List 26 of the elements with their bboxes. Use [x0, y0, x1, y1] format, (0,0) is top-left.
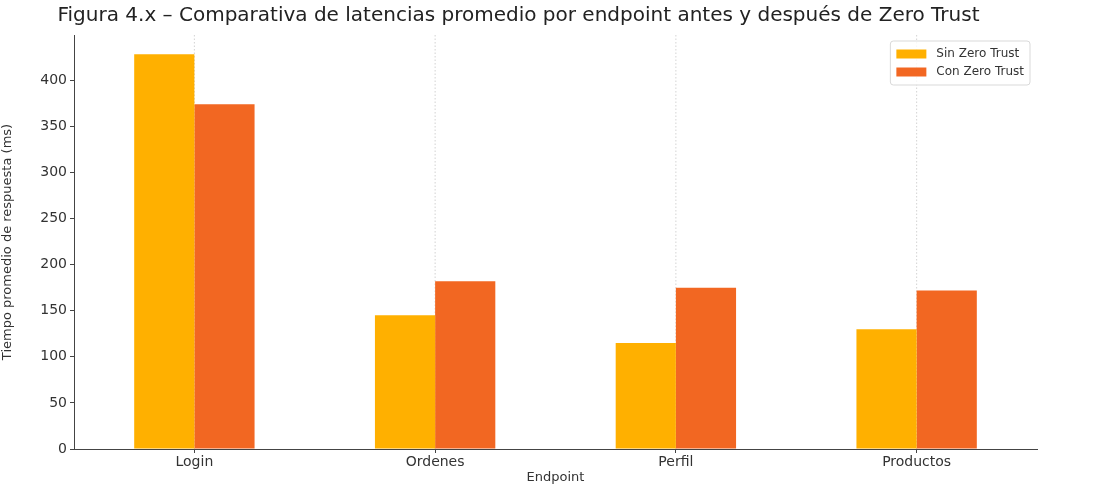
x-tick-label: Ordenes — [405, 453, 465, 470]
y-tick-label: 350 — [40, 116, 67, 133]
y-tick-label: 50 — [49, 393, 67, 410]
y-tick-label: 300 — [40, 163, 67, 180]
y-tick-label: 100 — [40, 347, 67, 364]
y-tick-label: 250 — [40, 209, 67, 226]
y-axis-title: Tiempo promedio de respuesta (ms) — [0, 123, 15, 362]
bar — [856, 329, 917, 449]
chart-title: Figura 4.x – Comparativa de latencias promedio por endpoint antes y después de Zero Trust — [57, 2, 980, 27]
x-axis-title: Endpoint — [526, 468, 585, 484]
y-tick-label: 150 — [40, 301, 67, 318]
bar — [675, 287, 737, 449]
bar — [916, 290, 977, 449]
x-tick-label: Login — [175, 453, 214, 470]
legend-label: Sin Zero Trust — [936, 46, 1020, 61]
y-tick-label: 0 — [58, 439, 67, 456]
y-tick-label: 200 — [40, 255, 67, 272]
legend-label: Con Zero Trust — [936, 64, 1025, 79]
bar — [194, 104, 255, 449]
x-tick-label: Productos — [882, 453, 952, 470]
bar — [615, 342, 676, 449]
y-tick-label: 400 — [40, 70, 67, 87]
bar — [134, 54, 195, 449]
bar — [435, 281, 496, 449]
bar — [374, 315, 436, 449]
x-tick-label: Perfil — [658, 453, 694, 470]
